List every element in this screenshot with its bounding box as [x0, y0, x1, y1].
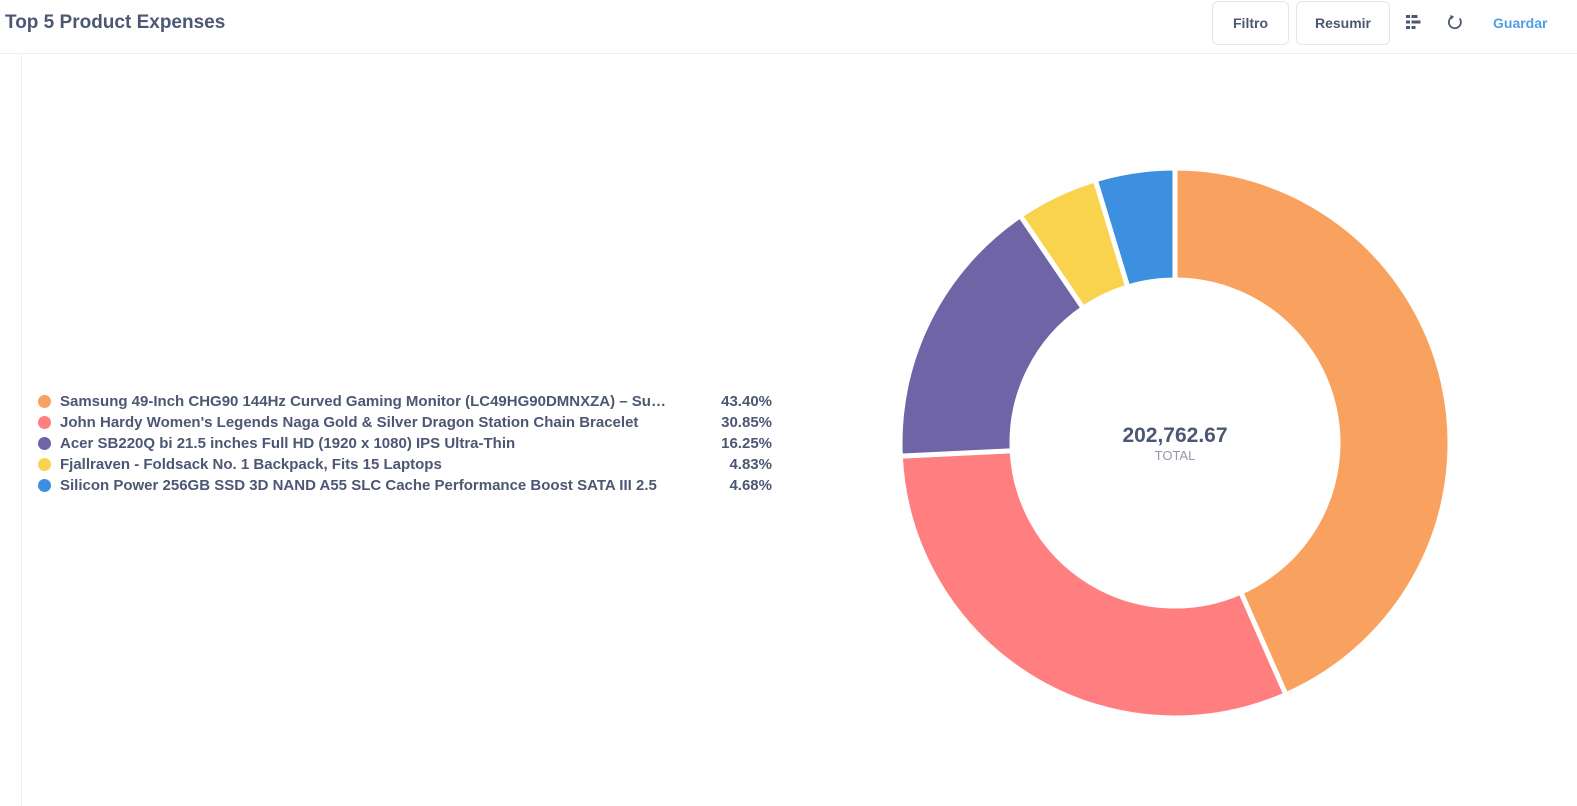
legend-item[interactable]: Acer SB220Q bi 21.5 inches Full HD (1920… — [38, 433, 778, 454]
legend-label: Silicon Power 256GB SSD 3D NAND A55 SLC … — [60, 477, 657, 494]
legend-item[interactable]: Silicon Power 256GB SSD 3D NAND A55 SLC … — [38, 475, 778, 496]
legend-label: John Hardy Women's Legends Naga Gold & S… — [60, 414, 639, 431]
page-header: Top 5 Product Expenses Filtro Resumir Gu… — [0, 0, 1577, 54]
legend-label: Fjallraven - Foldsack No. 1 Backpack, Fi… — [60, 456, 442, 473]
sidebar-divider — [21, 54, 22, 806]
legend-percent: 30.85% — [721, 414, 772, 431]
donut-slice-1[interactable] — [1172, 165, 1453, 698]
donut-slice-3[interactable] — [897, 212, 1087, 459]
legend-percent: 16.25% — [721, 435, 772, 452]
donut-slice-5[interactable] — [1092, 165, 1178, 291]
legend-percent: 4.83% — [729, 456, 772, 473]
legend-dot — [38, 479, 51, 492]
filter-button[interactable]: Filtro — [1212, 1, 1289, 45]
list-icon[interactable] — [1404, 12, 1424, 32]
summarize-button[interactable]: Resumir — [1296, 1, 1390, 45]
legend-item[interactable]: Fjallraven - Foldsack No. 1 Backpack, Fi… — [38, 454, 778, 475]
page-title: Top 5 Product Expenses — [5, 12, 226, 33]
donut-chart: 202,762.67 TOTAL — [890, 158, 1460, 728]
legend-dot — [38, 458, 51, 471]
legend-label: Acer SB220Q bi 21.5 inches Full HD (1920… — [60, 435, 516, 452]
legend-dot — [38, 437, 51, 450]
legend-item[interactable]: John Hardy Women's Legends Naga Gold & S… — [38, 412, 778, 433]
donut-chart-svg: 202,762.67 TOTAL — [897, 165, 1453, 721]
legend-dot — [38, 395, 51, 408]
chart-legend: Samsung 49-Inch CHG90 144Hz Curved Gamin… — [38, 391, 778, 496]
refresh-icon[interactable] — [1445, 12, 1465, 32]
legend-percent: 43.40% — [721, 393, 772, 410]
legend-label: Samsung 49-Inch CHG90 144Hz Curved Gamin… — [60, 393, 666, 410]
total-label: TOTAL — [1155, 448, 1196, 463]
total-value: 202,762.67 — [1122, 424, 1227, 447]
legend-percent: 4.68% — [729, 477, 772, 494]
donut-slice-2[interactable] — [897, 448, 1290, 721]
legend-dot — [38, 416, 51, 429]
filter-button-label: Filtro — [1233, 15, 1268, 31]
summarize-button-label: Resumir — [1314, 15, 1372, 31]
save-button[interactable]: Guardar — [1493, 15, 1548, 31]
legend-item[interactable]: Samsung 49-Inch CHG90 144Hz Curved Gamin… — [38, 391, 778, 412]
